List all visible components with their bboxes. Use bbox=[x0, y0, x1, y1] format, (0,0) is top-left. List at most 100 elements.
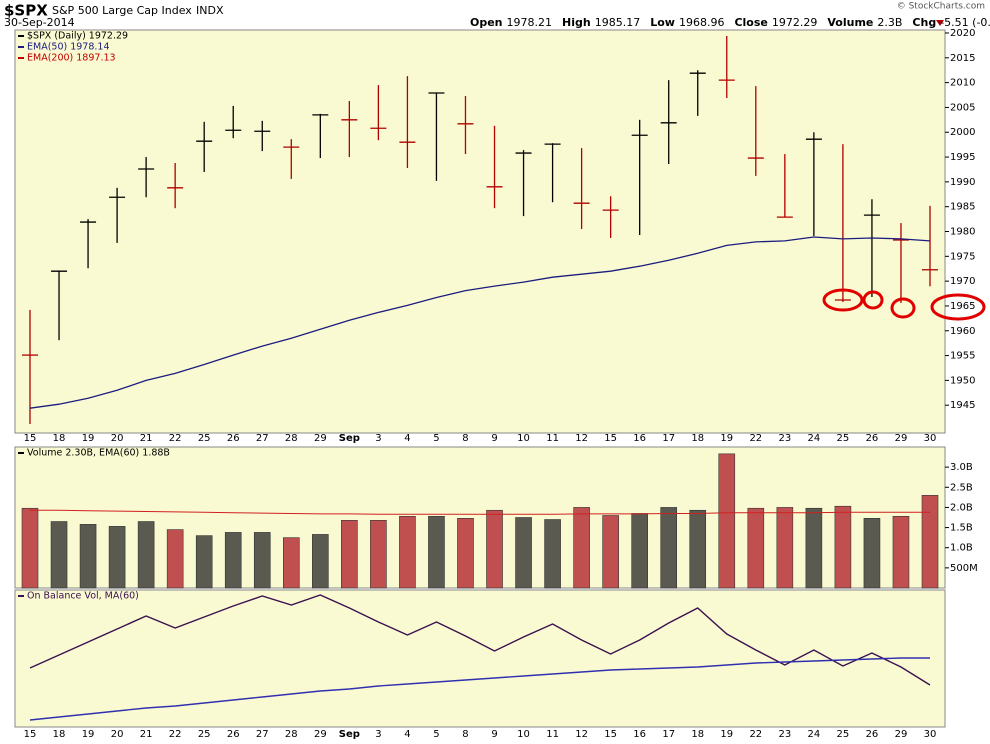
legend-label: EMA(200) 1897.13 bbox=[27, 53, 116, 64]
y-tick-label: 1985 bbox=[950, 202, 975, 213]
x-tick-label: 20 bbox=[111, 433, 124, 444]
y-tick-label: 1995 bbox=[950, 152, 975, 163]
panel-background bbox=[14, 29, 946, 434]
volume-bar bbox=[747, 507, 765, 589]
symbol: $SPX bbox=[4, 2, 48, 20]
x-tick-label: 22 bbox=[169, 433, 182, 444]
x-tick-label: 25 bbox=[837, 433, 850, 444]
volume-bar bbox=[863, 518, 881, 589]
x-tick-label: 18 bbox=[53, 433, 66, 444]
legend-label: EMA(50) 1978.14 bbox=[27, 42, 110, 53]
volume-bar bbox=[79, 524, 97, 589]
volume-ema-line bbox=[30, 509, 930, 515]
quote-label: Volume bbox=[827, 16, 873, 29]
y-tick-label: 500M bbox=[950, 563, 978, 574]
x-tick-label: 3 bbox=[375, 433, 381, 444]
x-tick-label: 24 bbox=[808, 433, 821, 444]
x-tick-label: 29 bbox=[314, 729, 327, 740]
volume-bar bbox=[834, 505, 852, 589]
quote-value: 1985.17 bbox=[595, 16, 641, 29]
volume-bar bbox=[253, 532, 271, 589]
y-tick-label: 2005 bbox=[950, 102, 975, 113]
panel-background bbox=[14, 446, 946, 589]
x-tick-label: 10 bbox=[517, 433, 530, 444]
y-tick-label: 2020 bbox=[950, 28, 975, 39]
x-tick-label: 20 bbox=[111, 729, 124, 740]
volume-bar bbox=[166, 529, 184, 589]
x-tick-label: 10 bbox=[517, 729, 530, 740]
x-tick-label: 22 bbox=[749, 729, 762, 740]
legend-label: On Balance Vol, MA(60) bbox=[27, 591, 139, 602]
watermark: © StockCharts.com bbox=[897, 2, 985, 12]
volume-bar bbox=[921, 495, 939, 589]
y-tick-label: 1950 bbox=[950, 375, 975, 386]
x-tick-label: 28 bbox=[285, 433, 298, 444]
x-tick-label: 21 bbox=[140, 729, 153, 740]
y-tick-label: 1990 bbox=[950, 177, 975, 188]
x-tick-label: 26 bbox=[227, 729, 240, 740]
x-tick-label: 11 bbox=[546, 729, 559, 740]
x-tick-label: 19 bbox=[720, 433, 733, 444]
x-tick-label: 17 bbox=[662, 729, 675, 740]
x-tick-label: 15 bbox=[24, 433, 37, 444]
volume-bar bbox=[21, 507, 39, 589]
y-tick-label: 1960 bbox=[950, 326, 975, 337]
x-tick-label: 19 bbox=[720, 729, 733, 740]
x-tick-label: 30 bbox=[924, 433, 937, 444]
x-tick-label: 5 bbox=[433, 729, 439, 740]
x-tick-label: 15 bbox=[24, 729, 37, 740]
volume-bar bbox=[689, 509, 707, 589]
volume-bar bbox=[341, 520, 358, 589]
volume-bar bbox=[428, 515, 445, 589]
volume-bar bbox=[195, 535, 213, 589]
x-tick-label: 9 bbox=[491, 729, 497, 740]
x-tick-label: 9 bbox=[491, 433, 497, 444]
y-tick-label: 1945 bbox=[950, 400, 975, 411]
quote-label: Chg bbox=[912, 16, 936, 29]
quote-value: 1968.96 bbox=[679, 16, 725, 29]
y-tick-label: 1.0B bbox=[950, 543, 973, 554]
x-tick-label: 17 bbox=[662, 433, 675, 444]
volume-bar bbox=[776, 507, 794, 589]
x-tick-label: 8 bbox=[462, 729, 468, 740]
volume-bar bbox=[50, 521, 68, 589]
x-tick-label: 26 bbox=[866, 433, 879, 444]
quote-label: Low bbox=[650, 16, 675, 29]
annotation-circle bbox=[862, 290, 884, 310]
volume-bar bbox=[805, 507, 823, 589]
down-arrow bbox=[936, 20, 944, 26]
annotation-circle bbox=[822, 288, 864, 312]
x-tick-label: 12 bbox=[575, 729, 588, 740]
y-tick-label: 1955 bbox=[950, 351, 975, 362]
x-tick-label: 25 bbox=[837, 729, 850, 740]
x-tick-label: 4 bbox=[404, 729, 410, 740]
x-tick-label: 19 bbox=[82, 433, 95, 444]
x-tick-label: 18 bbox=[691, 729, 704, 740]
volume-bar bbox=[137, 521, 155, 589]
y-tick-label: 1970 bbox=[950, 276, 975, 287]
x-tick-label: 16 bbox=[633, 729, 646, 740]
volume-bar bbox=[631, 513, 648, 589]
y-tick-label: 1.5B bbox=[950, 523, 973, 534]
y-tick-label: 2010 bbox=[950, 78, 975, 89]
volume-bar bbox=[457, 518, 474, 589]
x-tick-label: 27 bbox=[256, 729, 269, 740]
volume-bar bbox=[660, 507, 678, 589]
x-tick-label: 25 bbox=[198, 729, 211, 740]
y-tick-label: 1975 bbox=[950, 251, 975, 262]
x-tick-label: 8 bbox=[462, 433, 468, 444]
volume-bar bbox=[515, 517, 532, 589]
quote-label: High bbox=[562, 16, 591, 29]
x-tick-label: 15 bbox=[604, 729, 617, 740]
x-tick-label: 23 bbox=[778, 729, 791, 740]
x-tick-label: 5 bbox=[433, 433, 439, 444]
y-tick-label: 1980 bbox=[950, 227, 975, 238]
x-tick-label: Sep bbox=[339, 729, 360, 740]
x-tick-label: 11 bbox=[546, 433, 559, 444]
y-tick-label: 2.5B bbox=[950, 482, 973, 493]
exchange: INDX bbox=[196, 4, 224, 17]
volume-bar bbox=[224, 532, 242, 589]
y-tick-label: 2000 bbox=[950, 127, 975, 138]
x-tick-label: 15 bbox=[604, 433, 617, 444]
